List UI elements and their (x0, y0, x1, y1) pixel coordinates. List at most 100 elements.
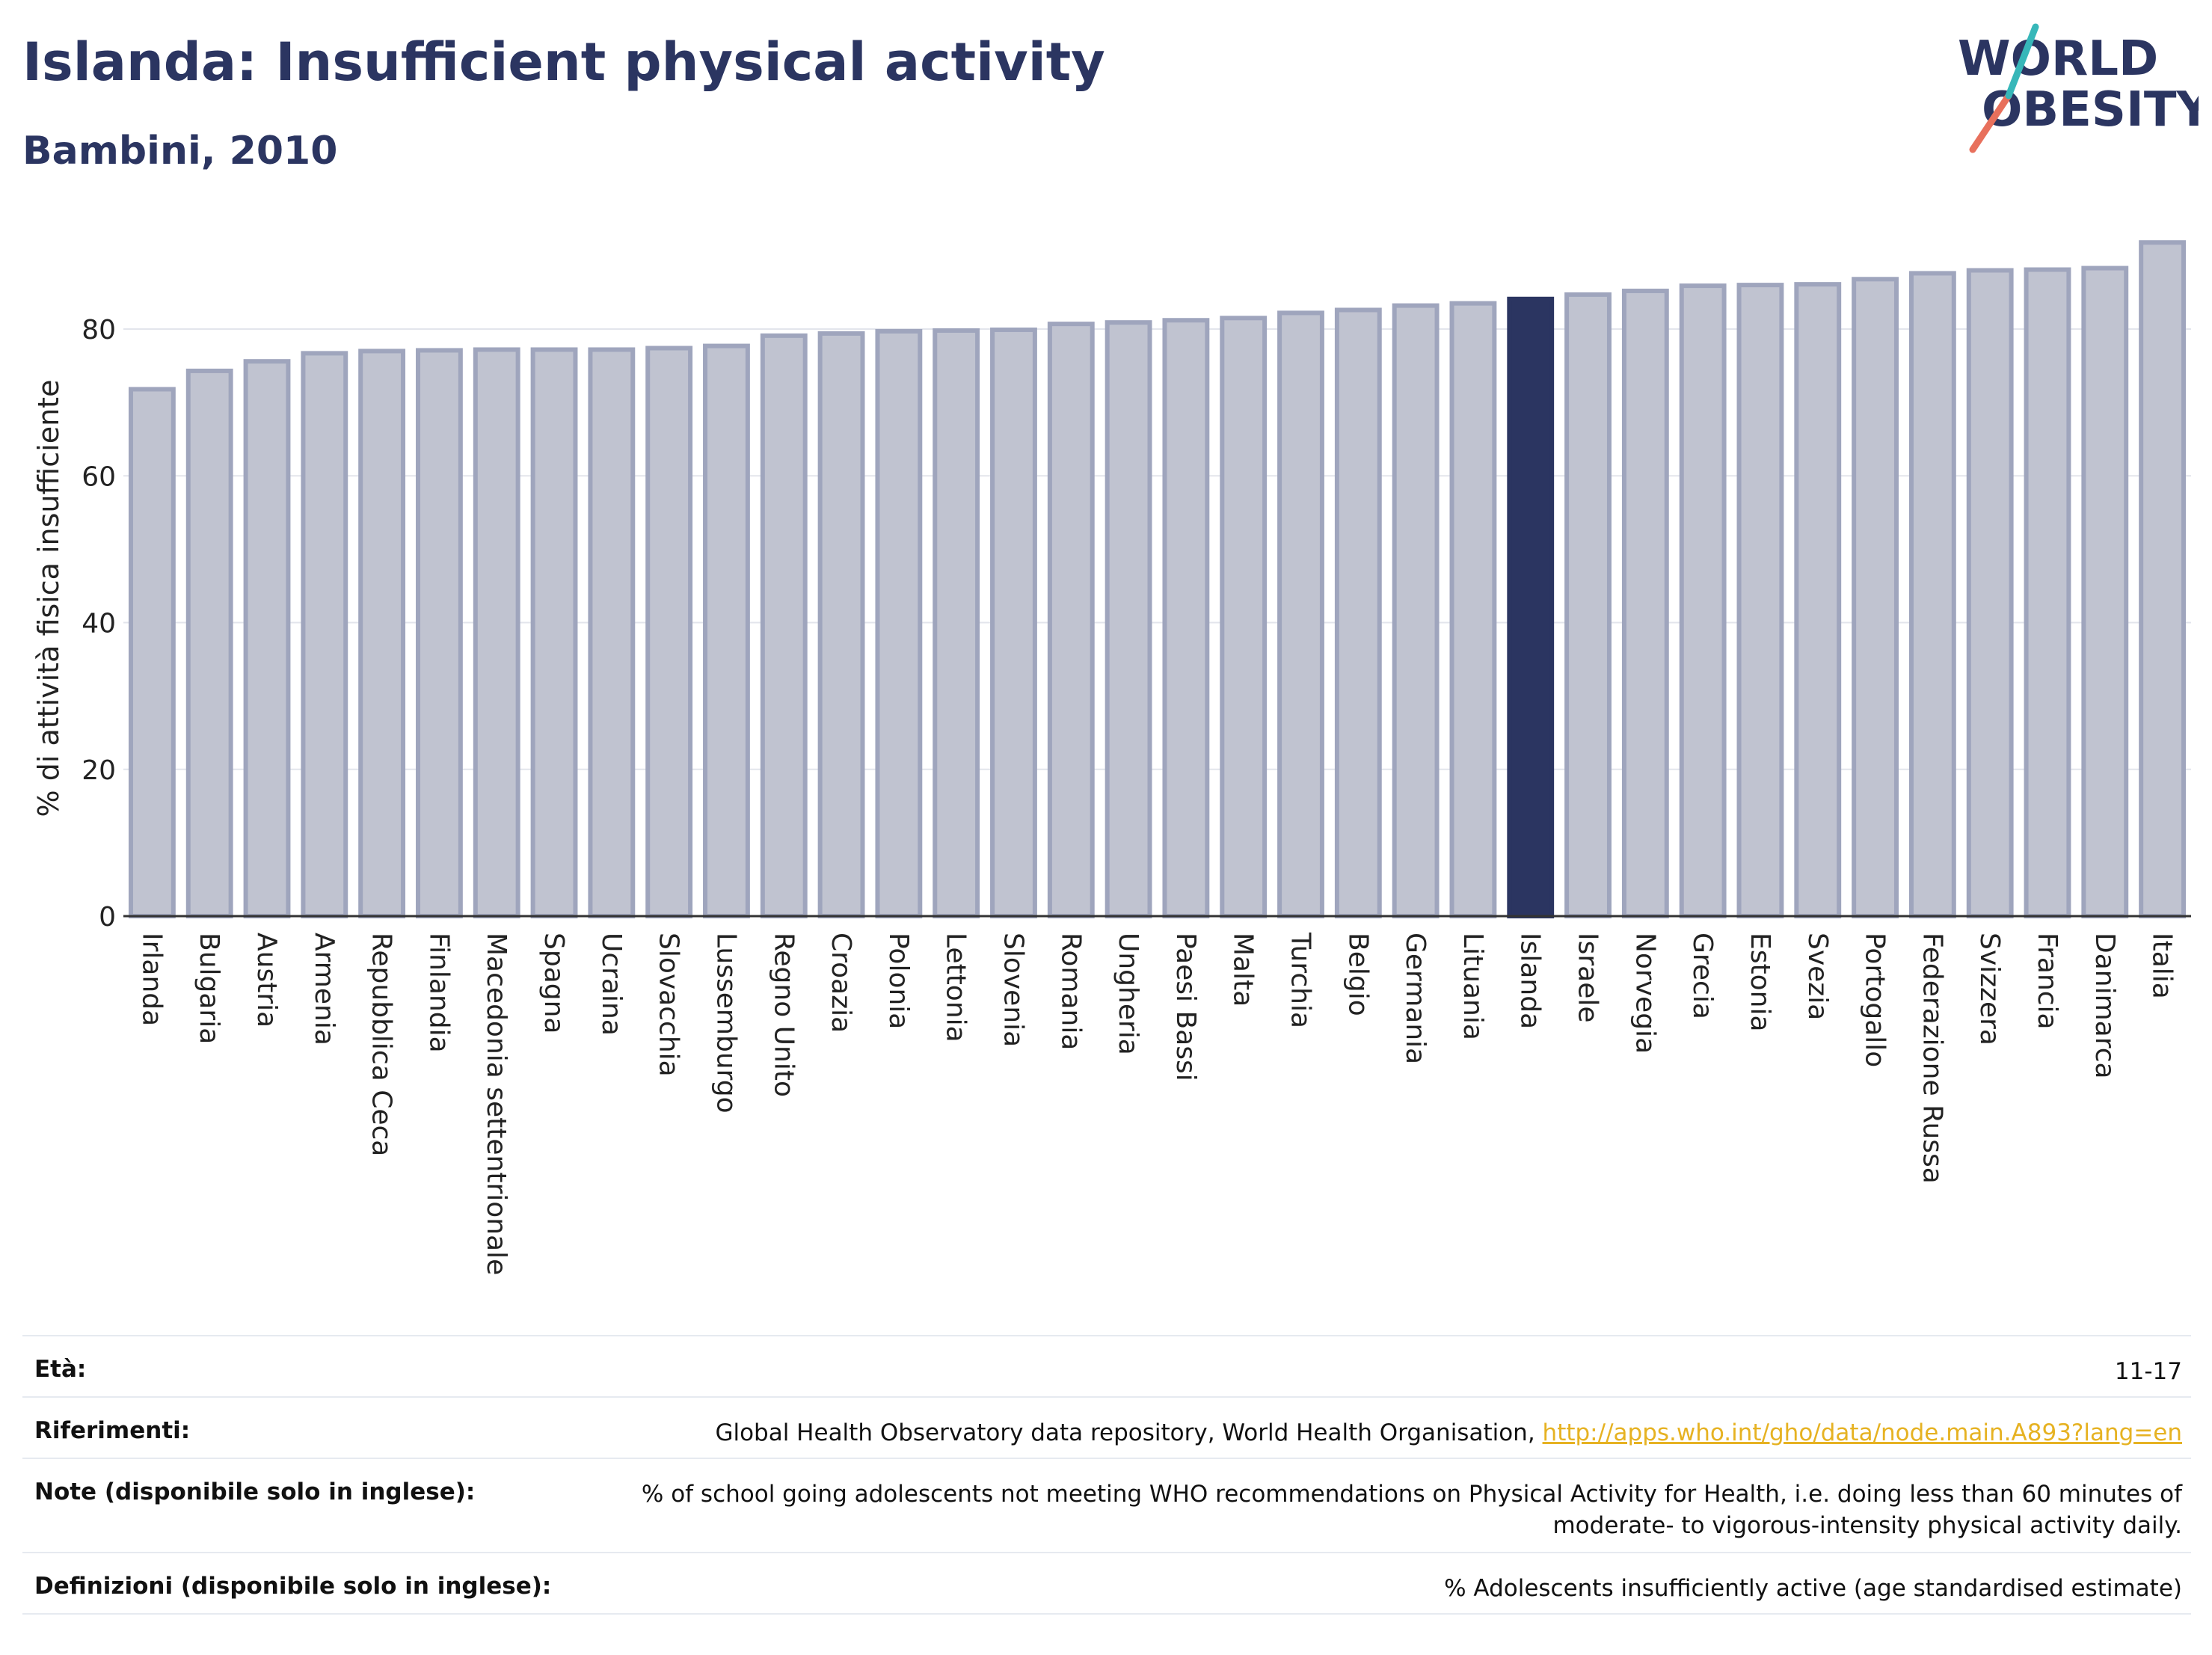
bar-paesi-bassi (1162, 318, 1210, 919)
bar-norvegia (1621, 288, 1669, 919)
x-tick-label: Malta (1228, 933, 1259, 1007)
x-tick-label: Danimarca (2089, 933, 2120, 1079)
y-tick-label: 60 (82, 461, 116, 492)
bar-finlandia (416, 348, 463, 918)
x-axis-tick-labels: Irlanda Bulgaria Austria Armenia Repubblica … (136, 932, 2177, 1275)
gridlines (123, 328, 2191, 770)
bar-slovenia (990, 327, 1037, 918)
x-tick-label: Repubblica Ceca (366, 933, 397, 1156)
bar-danimarca (2081, 265, 2129, 918)
bar-romania (1047, 322, 1095, 919)
bar-portogallo (1852, 277, 1899, 918)
x-tick-label: Ucraina (596, 933, 627, 1036)
bar-lussemburgo (703, 343, 750, 919)
x-tick-label: Turchia (1285, 932, 1316, 1028)
metadata-value: 11-17 (2114, 1358, 2182, 1385)
bar-svizzera (1966, 268, 2014, 918)
x-tick-label: Bulgaria (194, 933, 224, 1044)
bar-irlanda (128, 387, 176, 918)
bar-lituania (1449, 301, 1497, 918)
x-tick-label: Irlanda (136, 933, 167, 1026)
metadata-row: Riferimenti: Global Health Observatory da… (22, 1397, 2191, 1458)
bar-regno-unito (760, 333, 808, 918)
bar-israele (1564, 292, 1612, 919)
x-tick-label: Italia (2147, 933, 2178, 999)
bar-francia (2024, 267, 2071, 918)
bar-chart: 0 20 40 60 80 % di attività fisica insuffici… (32, 240, 2191, 1275)
bar-macedonia-settentrionale (473, 347, 520, 919)
x-tick-label: Norvegia (1629, 933, 1660, 1054)
bar-polonia (875, 328, 923, 919)
x-tick-label: Estonia (1745, 933, 1775, 1032)
x-tick-label: Federazione Russa (1917, 933, 1947, 1184)
metadata-table: Età: 11-17 Riferimenti: Global Health Obser… (22, 1335, 2191, 1615)
metadata-key: Riferimenti: (34, 1417, 191, 1444)
x-tick-label: Austria (251, 933, 282, 1028)
metadata-value: % of school going adolescents not meetin… (641, 1481, 2182, 1539)
y-tick-label: 20 (82, 755, 116, 786)
chart-title: Islanda: Insufficient physical activity (22, 31, 1105, 93)
x-tick-label: Israele (1573, 933, 1603, 1023)
metadata-row: Note (disponibile solo in inglese): % of … (22, 1458, 2191, 1553)
bar-ungheria (1105, 320, 1152, 918)
bar-islanda (1507, 296, 1555, 918)
bar-italia (2139, 240, 2187, 918)
x-tick-label: Germania (1400, 933, 1431, 1064)
logo-slash-teal (2005, 23, 2039, 99)
bar-svezia (1794, 282, 1842, 918)
x-tick-label: Lituania (1457, 933, 1488, 1040)
x-tick-label: Francia (2032, 933, 2062, 1030)
bar-federazione-russa (1908, 271, 1956, 918)
bar-belgio (1334, 307, 1382, 918)
x-tick-label: Lettonia (941, 933, 971, 1043)
y-tick-label: 80 (82, 315, 116, 346)
x-tick-label: Slovacchia (654, 933, 684, 1077)
logo-line1: WORLD (1958, 31, 2158, 87)
x-tick-label: Regno Unito (768, 933, 799, 1097)
y-axis-label: % di attività fisica insufficiente (32, 380, 65, 817)
bar-malta (1220, 316, 1268, 918)
logo-line2: OBESITY (1982, 82, 2199, 138)
bar-germania (1392, 303, 1440, 919)
metadata-value: % Adolescents insufficiently active (age… (1444, 1575, 2182, 1602)
metadata-row: Definizioni (disponibile solo in inglese… (22, 1553, 2191, 1614)
x-tick-label: Slovenia (998, 933, 1028, 1047)
bar-spagna (530, 347, 578, 919)
bar-ucraina (588, 347, 636, 919)
bar-turchia (1277, 310, 1324, 919)
x-tick-label: Polonia (883, 933, 914, 1029)
metadata-key: Età: (34, 1356, 87, 1383)
reference-link[interactable]: http://apps.who.int/gho/data/node.main.A… (1542, 1419, 2182, 1446)
bar-austria (243, 359, 291, 918)
bar-bulgaria (185, 368, 233, 918)
bar-croazia (817, 331, 865, 918)
x-tick-label: Belgio (1342, 933, 1373, 1016)
bar-estonia (1736, 283, 1784, 918)
x-tick-label: Macedonia settentrionale (481, 933, 511, 1275)
x-tick-label: Lussemburgo (710, 933, 741, 1114)
bars (128, 240, 2187, 919)
y-tick-label: 40 (82, 609, 116, 639)
x-tick-label: Paesi Bassi (1170, 933, 1201, 1081)
x-tick-label: Ungheria (1113, 933, 1143, 1055)
x-tick-label: Islanda (1515, 933, 1546, 1029)
x-tick-label: Svizzera (1974, 933, 2005, 1045)
y-axis-ticks: 0 20 40 60 80 (82, 315, 116, 933)
x-tick-label: Croazia (826, 933, 856, 1033)
metadata-value: Global Health Observatory data repositor… (715, 1419, 2182, 1446)
world-obesity-logo: WORLD OBESITY (1958, 23, 2199, 153)
x-tick-label: Grecia (1687, 933, 1718, 1019)
x-tick-label: Armenia (309, 933, 340, 1045)
logo-slash-coral (1969, 92, 2012, 153)
bar-slovacchia (645, 346, 693, 918)
x-tick-label: Portogallo (1860, 933, 1890, 1067)
bar-armenia (301, 351, 348, 919)
y-tick-label: 0 (99, 902, 116, 933)
x-tick-label: Finlandia (423, 933, 454, 1053)
bar-lettonia (933, 328, 980, 918)
x-tick-label: Svezia (1802, 933, 1833, 1020)
x-tick-label: Spagna (538, 933, 569, 1034)
metadata-key: Note (disponibile solo in inglese): (34, 1479, 476, 1505)
metadata-row: Età: 11-17 (22, 1336, 2191, 1397)
chart-subtitle: Bambini, 2010 (22, 129, 338, 174)
